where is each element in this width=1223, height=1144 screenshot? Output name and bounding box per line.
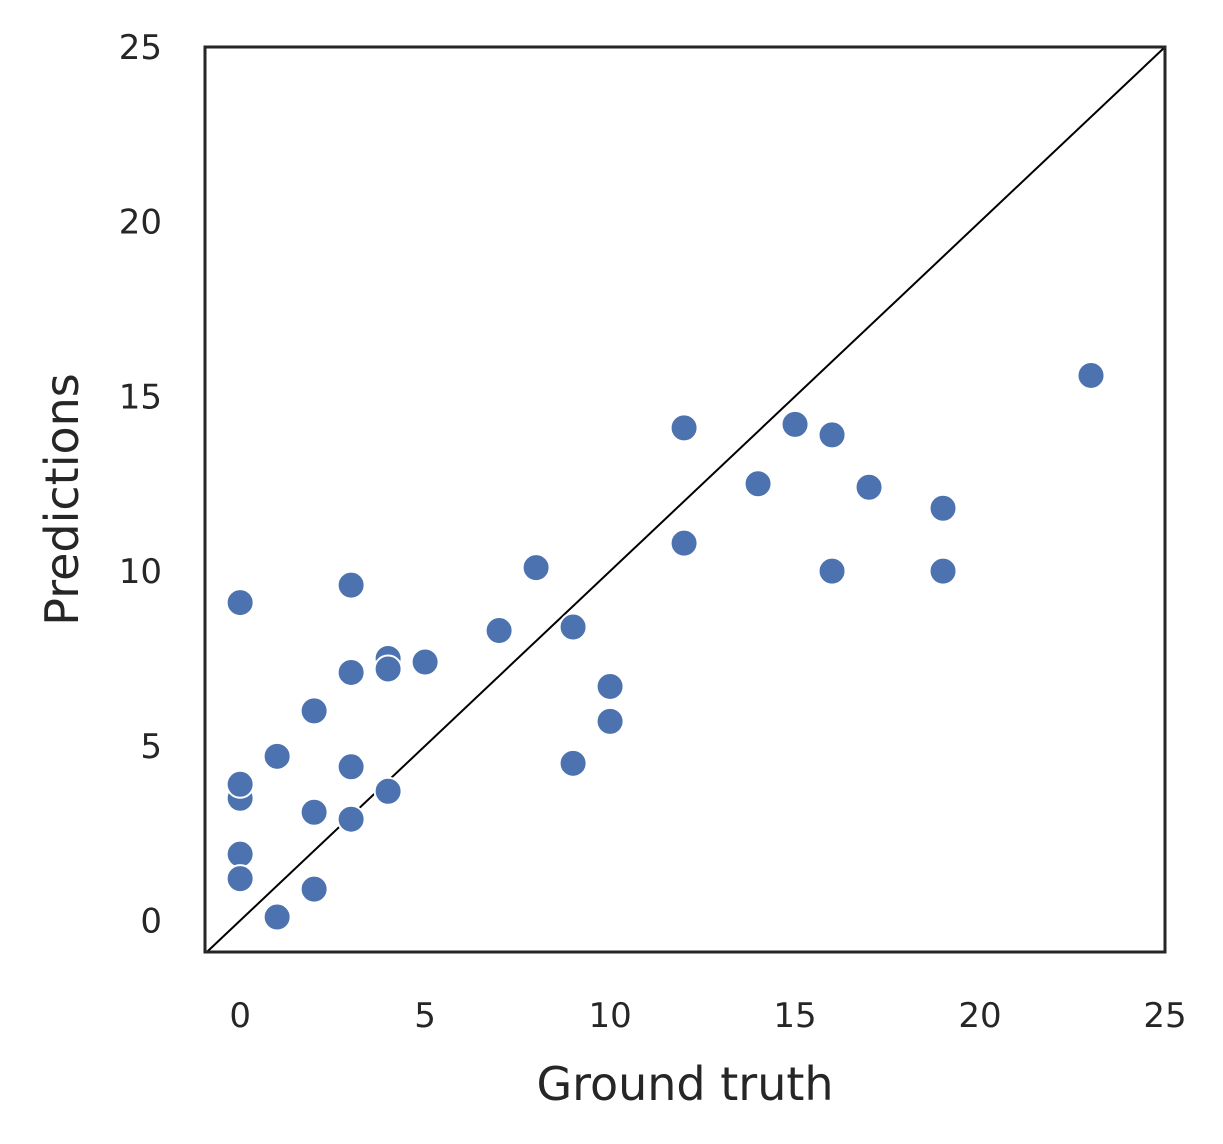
data-point <box>928 493 958 523</box>
y-tick-label: 20 <box>119 203 162 243</box>
data-point <box>669 413 699 443</box>
data-point <box>595 671 625 701</box>
y-tick-label: 0 <box>140 902 162 942</box>
data-point <box>558 748 588 778</box>
data-point <box>299 696 329 726</box>
data-point <box>336 570 366 600</box>
x-tick-label: 15 <box>773 996 816 1036</box>
data-point <box>373 776 403 806</box>
data-point <box>854 472 884 502</box>
data-point <box>817 420 847 450</box>
y-tick-label: 10 <box>119 552 162 592</box>
identity-reference-line <box>206 46 1166 953</box>
data-point <box>373 654 403 684</box>
data-point <box>521 553 551 583</box>
data-point <box>558 612 588 642</box>
data-point <box>299 874 329 904</box>
x-tick-label: 20 <box>958 996 1001 1036</box>
y-axis-ticks: 0 5 10 15 20 25 <box>119 28 162 942</box>
data-point <box>595 706 625 736</box>
y-axis-title: Predictions <box>35 373 89 625</box>
y-tick-label: 15 <box>119 377 162 417</box>
x-axis-ticks: 0 5 10 15 20 25 <box>229 996 1186 1036</box>
data-point <box>336 804 366 834</box>
x-axis-title: Ground truth <box>536 1057 833 1111</box>
data-point <box>817 556 847 586</box>
points-layer <box>225 360 1106 932</box>
data-point <box>743 469 773 499</box>
data-point <box>225 769 255 799</box>
data-point <box>669 528 699 558</box>
y-tick-label: 25 <box>119 28 162 68</box>
x-tick-label: 25 <box>1143 996 1186 1036</box>
x-tick-label: 10 <box>588 996 631 1036</box>
data-point <box>262 902 292 932</box>
data-point <box>410 647 440 677</box>
data-point <box>336 657 366 687</box>
plot-frame <box>203 45 1167 954</box>
data-point <box>1076 360 1106 390</box>
data-point <box>484 616 514 646</box>
data-point <box>225 864 255 894</box>
data-point <box>225 839 255 869</box>
data-point <box>225 588 255 618</box>
plot-area <box>203 45 1167 954</box>
y-tick-label: 5 <box>140 727 162 767</box>
data-point <box>928 556 958 586</box>
data-point <box>780 409 810 439</box>
x-tick-label: 5 <box>414 996 436 1036</box>
data-point <box>336 752 366 782</box>
x-tick-label: 0 <box>229 996 251 1036</box>
data-point <box>299 797 329 827</box>
data-point <box>262 741 292 771</box>
